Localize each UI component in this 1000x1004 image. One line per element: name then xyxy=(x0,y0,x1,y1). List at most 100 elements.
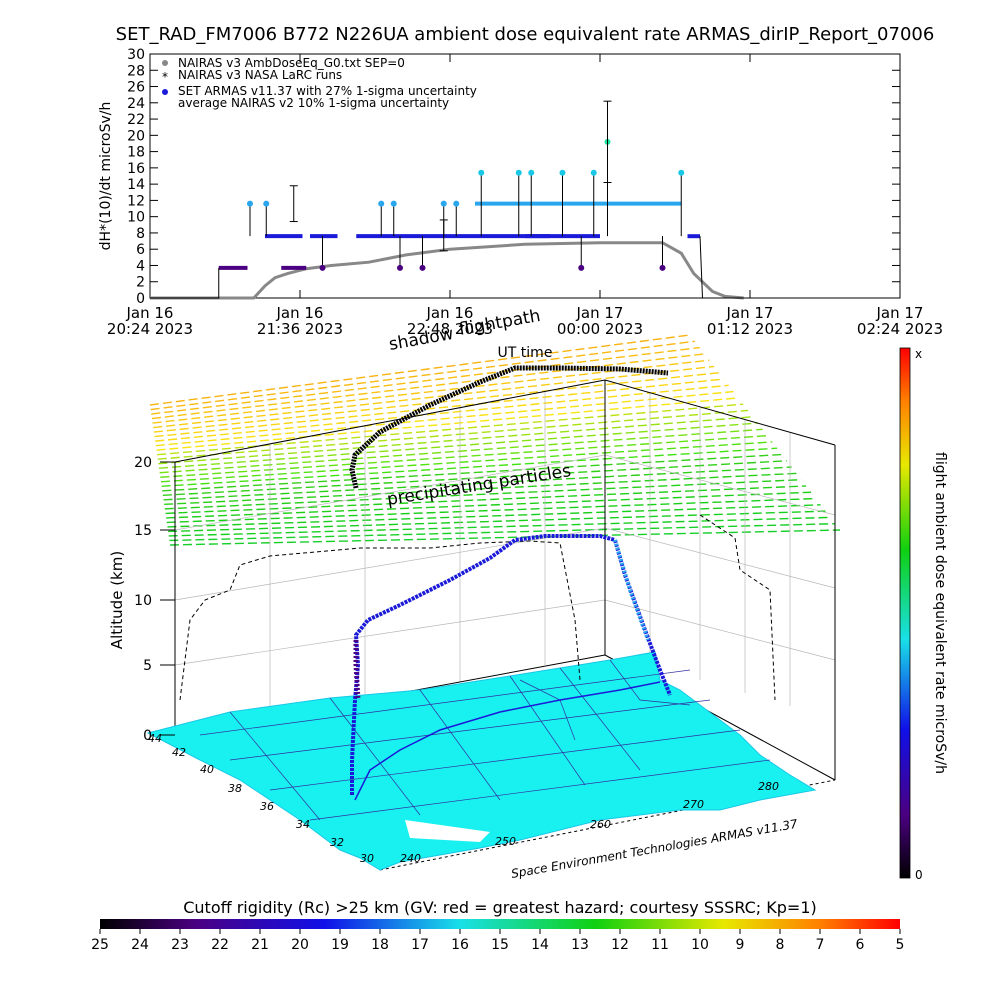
cbar-tick-label: 9 xyxy=(736,937,745,953)
cbar-tick-label: 13 xyxy=(571,937,589,953)
armas-point xyxy=(528,169,535,176)
flightpath-descent-segment xyxy=(613,539,650,641)
dose-sheet-line xyxy=(167,504,821,528)
dose-sheet-line xyxy=(168,516,831,537)
map-borders xyxy=(199,659,771,821)
cbar-tick-label: 20 xyxy=(291,937,309,953)
x-tick-label-time: 22:48 2023 xyxy=(407,320,493,338)
x-tick-label-day: Jan 17 xyxy=(876,304,924,322)
x-tick-label-time: 21:36 2023 xyxy=(257,320,343,338)
bottom-colorbar: Cutoff rigidity (Rc) >25 km (GV: red = g… xyxy=(91,898,904,953)
lat-tick-44: 44 xyxy=(148,732,162,745)
dose-sheet-line xyxy=(158,416,753,465)
cbar-tick-label: 5 xyxy=(896,937,905,953)
dose-sheet-line xyxy=(159,428,763,474)
z-tick-0: 0 xyxy=(143,728,152,744)
y-tick-label: 18 xyxy=(127,145,145,161)
armas-point xyxy=(319,264,326,271)
x-tick-label-day: Jan 17 xyxy=(576,304,624,322)
3d-panel: 0 5 10 15 20 Altitude (km) 44 42 40 38 3… xyxy=(108,306,841,881)
dose-sheet-line xyxy=(152,359,710,424)
y-tick-label: 30 xyxy=(127,47,145,63)
armas-baseline xyxy=(150,236,744,299)
dose-sheet-line xyxy=(156,397,739,451)
z-tick-20: 20 xyxy=(134,455,152,471)
dose-sheet-line xyxy=(162,460,787,497)
y-tick-label: 12 xyxy=(127,193,145,209)
x-tick-label-day: Jan 17 xyxy=(726,304,774,322)
dose-sheet-line xyxy=(150,340,695,411)
top-plot-frame xyxy=(149,53,901,299)
dose-sheet-line xyxy=(160,441,773,483)
armas-point xyxy=(578,264,585,271)
y-tick-label: 14 xyxy=(127,177,145,193)
bottom-colorbar-fill xyxy=(100,919,900,929)
cbar-tick-label: 22 xyxy=(211,937,229,953)
right-colorbar-top: x xyxy=(915,347,922,361)
dose-sheet-line xyxy=(166,497,816,524)
annotation-shadow: shadow xyxy=(387,324,455,355)
bottom-colorbar-label: Cutoff rigidity (Rc) >25 km (GV: red = g… xyxy=(183,898,817,917)
dose-sheet-line xyxy=(155,384,729,442)
x-tick-label-time: 20:24 2023 xyxy=(107,320,193,338)
lat-tick-30: 30 xyxy=(360,852,374,865)
x-tick-label-time: 00:00 2023 xyxy=(557,320,643,338)
dose-sheet-line xyxy=(153,372,720,433)
dose-sheet-line xyxy=(164,478,802,510)
dose-sheet-line xyxy=(168,510,826,533)
x-tick-label-day: Jan 16 xyxy=(126,304,174,322)
wall-projection-2 xyxy=(699,514,776,701)
lat-tick-36: 36 xyxy=(260,800,274,813)
y-tick-label: 24 xyxy=(127,96,145,112)
map-white-cutout xyxy=(405,820,490,842)
x-tick-label-day: Jan 16 xyxy=(276,304,324,322)
flightpath-climb-segment xyxy=(353,640,361,701)
y-tick-label: 28 xyxy=(127,63,145,79)
flightpath-shadow-curve xyxy=(349,365,669,489)
us-map xyxy=(146,651,817,871)
flightpath-3d xyxy=(349,365,672,795)
series-nairas-v3 xyxy=(150,241,744,300)
right-colorbar-fill xyxy=(899,347,911,879)
dose-sheet-line xyxy=(169,529,841,546)
legend-entry-3: SET ARMAS v11.37 with 27% 1-sigma uncert… xyxy=(178,84,477,98)
armas-point xyxy=(440,200,447,207)
armas-point xyxy=(247,200,253,207)
cbar-tick-label: 24 xyxy=(131,937,149,953)
cbar-tick-label: 17 xyxy=(411,937,429,953)
legend-marker-nairas-v3 xyxy=(162,60,168,66)
z-tick-5: 5 xyxy=(143,658,152,674)
dose-sheet-line xyxy=(166,491,811,519)
armas-point xyxy=(263,200,270,207)
dose-sheet-line xyxy=(158,422,758,469)
lat-tick-40: 40 xyxy=(200,763,214,776)
dose-sheet-line xyxy=(169,523,836,542)
cbar-tick-label: 7 xyxy=(816,937,825,953)
dose-sheet-line xyxy=(160,434,768,478)
armas-point xyxy=(478,169,485,176)
y-tick-label: 2 xyxy=(136,275,145,291)
y-tick-label: 8 xyxy=(136,226,145,242)
cbar-tick-label: 8 xyxy=(776,937,785,953)
armas-point xyxy=(397,264,403,271)
right-colorbar-label: flight ambient dose equivalent rate micr… xyxy=(932,452,948,774)
altitude-label: Altitude (km) xyxy=(108,551,126,649)
dose-sheet-line xyxy=(165,485,807,515)
dose-sheet-line xyxy=(157,409,749,460)
legend-entry-2: NAIRAS v3 NASA LaRC runs xyxy=(178,68,342,82)
lat-tick-34: 34 xyxy=(296,818,310,831)
armas-point xyxy=(678,169,685,176)
cbar-tick-label: 21 xyxy=(251,937,269,953)
armas-point xyxy=(419,264,426,271)
dose-sheet-line xyxy=(151,353,705,420)
legend: NAIRAS v3 AmbDoseEq_G0.txt SEP=0 * NAIRA… xyxy=(162,56,477,110)
armas-point xyxy=(659,264,666,271)
x-tick-label-time: 02:24 2023 xyxy=(857,320,943,338)
armas-point xyxy=(453,200,460,207)
wall-projection xyxy=(179,540,581,701)
cbar-tick-label: 18 xyxy=(371,937,389,953)
